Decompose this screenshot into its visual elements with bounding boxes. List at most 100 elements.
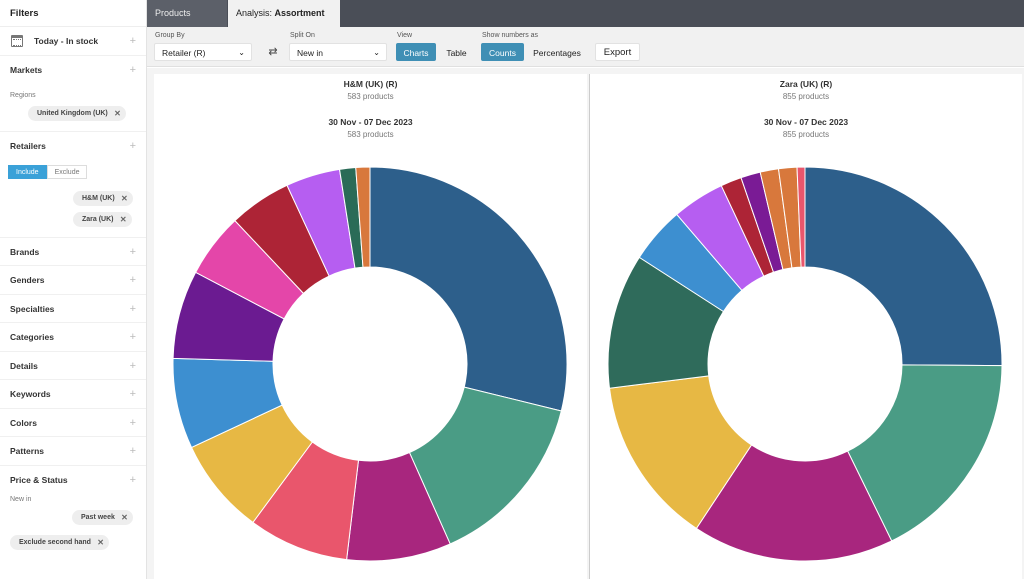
plus-icon[interactable]: + <box>129 445 136 457</box>
brands-filter[interactable]: Brands + <box>0 238 146 266</box>
today-label: Today - In stock <box>34 36 99 46</box>
tab-analysis-prefix: Analysis: <box>236 8 273 18</box>
price-status-section: Price & Status + New in Past week ✕ Excl… <box>0 466 146 561</box>
keywords-filter[interactable]: Keywords + <box>0 380 146 409</box>
patterns-filter[interactable]: Patterns + <box>0 437 146 466</box>
donut-chart <box>607 166 1003 562</box>
remove-icon[interactable]: ✕ <box>114 109 121 118</box>
new-in-chip-label: Exclude second hand <box>19 539 91 546</box>
top-tab-bar: Products (1,437) Analysis: Assortment ▼ <box>147 0 1024 45</box>
plus-icon[interactable]: + <box>129 359 136 372</box>
retailers-filter[interactable]: Retailers + <box>0 132 146 161</box>
categories-filter[interactable]: Categories + <box>0 323 146 352</box>
retailer-chip[interactable]: H&M (UK) ✕ <box>73 190 133 206</box>
filters-sidebar: Filters Today - In stock + Markets + Reg… <box>0 0 147 579</box>
plus-icon[interactable]: + <box>129 302 136 315</box>
retailer-chip-label: Zara (UK) <box>82 215 114 223</box>
chart-period-sub: 583 products <box>347 130 394 139</box>
donut-slice[interactable] <box>847 364 1003 542</box>
export-button[interactable]: Export <box>595 43 640 61</box>
split-on-label: Split On <box>290 32 315 39</box>
plus-icon[interactable]: + <box>129 140 136 152</box>
markets-filter[interactable]: Markets + <box>0 56 146 85</box>
patterns-label: Patterns <box>10 446 45 456</box>
keywords-label: Keywords <box>10 389 51 399</box>
filters-title: Filters <box>0 0 146 27</box>
remove-icon[interactable]: ✕ <box>97 538 104 547</box>
retailer-chip[interactable]: Zara (UK) ✕ <box>73 211 132 227</box>
details-label: Details <box>10 360 38 371</box>
include-button[interactable]: Include <box>8 164 47 179</box>
percentages-label: Percentages <box>533 48 581 58</box>
tab-products[interactable]: Products (1,437) <box>147 0 227 45</box>
plus-icon[interactable]: + <box>129 274 136 286</box>
donut-chart <box>172 166 568 562</box>
tab-analysis-value: Assortment <box>274 8 325 18</box>
donut-slice[interactable] <box>369 166 568 412</box>
chart-period: 30 Nov - 07 Dec 2023 <box>763 117 849 127</box>
numbers-label: Show numbers as <box>482 32 539 39</box>
price-status-filter[interactable]: Price & Status + <box>0 466 146 495</box>
markets-section: Markets + Regions United Kingdom (UK) ✕ <box>0 56 146 132</box>
plus-icon[interactable]: + <box>129 416 136 429</box>
percentages-button[interactable]: Percentages <box>526 43 588 61</box>
view-table-label: Table <box>446 48 467 58</box>
chart-panel-zara: Zara (UK) (R) 855 products 30 Nov - 07 D… <box>589 74 1022 579</box>
group-by-select[interactable]: Retailer (R) ⌄ <box>154 43 252 61</box>
genders-label: Genders <box>10 275 45 285</box>
chart-period-sub: 855 products <box>782 130 830 139</box>
colors-filter[interactable]: Colors + <box>0 409 146 437</box>
chart-subtitle: 583 products <box>347 92 394 101</box>
region-chip-label: United Kingdom (UK) <box>37 110 108 117</box>
donut-slice[interactable] <box>408 386 562 545</box>
chart-panel-hm: H&M (UK) (R) 583 products 30 Nov - 07 De… <box>154 74 587 579</box>
specialties-label: Specialties <box>10 303 55 314</box>
view-charts-label: Charts <box>403 48 429 58</box>
exclude-button[interactable]: Exclude <box>46 164 88 179</box>
plus-icon[interactable]: + <box>129 388 136 400</box>
donut-slice[interactable] <box>796 166 806 268</box>
swap-icon[interactable]: ⇄ <box>268 46 278 58</box>
group-by-label: Group By <box>155 32 185 39</box>
new-in-label: New in <box>10 496 32 503</box>
chart-title: H&M (UK) (R) <box>343 79 398 89</box>
new-in-chip[interactable]: Past week ✕ <box>72 510 133 525</box>
price-status-label: Price & Status <box>10 474 68 485</box>
remove-icon[interactable]: ✕ <box>119 214 127 224</box>
regions-label: Regions <box>10 92 36 99</box>
plus-icon[interactable]: + <box>129 331 136 343</box>
remove-icon[interactable]: ✕ <box>120 193 128 203</box>
today-filter[interactable]: Today - In stock + <box>0 27 146 56</box>
specialties-filter[interactable]: Specialties + <box>0 295 146 323</box>
export-label: Export <box>603 47 632 58</box>
split-on-value: New in <box>297 48 323 58</box>
tab-analysis[interactable]: Analysis: Assortment ▼ <box>228 0 340 45</box>
analysis-toolbar: Group By Retailer (R) ⌄ ⇄ Split On New i… <box>147 27 1024 67</box>
plus-icon[interactable]: + <box>129 63 136 76</box>
split-on-select[interactable]: New in ⌄ <box>289 43 387 61</box>
chart-title: Zara (UK) (R) <box>779 79 833 89</box>
brands-label: Brands <box>10 246 40 257</box>
remove-icon[interactable]: ✕ <box>121 513 128 522</box>
view-label: View <box>397 32 413 39</box>
donut-slice[interactable] <box>695 444 893 562</box>
colors-label: Colors <box>10 417 37 428</box>
counts-button[interactable]: Counts <box>481 43 524 61</box>
chart-subtitle: 855 products <box>782 92 830 101</box>
view-table-button[interactable]: Table <box>438 43 475 61</box>
genders-filter[interactable]: Genders + <box>0 266 146 295</box>
details-filter[interactable]: Details + <box>0 352 146 380</box>
new-in-chip[interactable]: Exclude second hand ✕ <box>10 535 109 550</box>
plus-icon[interactable]: + <box>129 35 136 47</box>
donut-slice[interactable] <box>355 166 371 268</box>
plus-icon[interactable]: + <box>129 245 136 258</box>
retailers-label: Retailers <box>10 141 46 151</box>
group-by-value: Retailer (R) <box>162 48 206 58</box>
region-chip[interactable]: United Kingdom (UK) ✕ <box>28 106 126 121</box>
chart-area: H&M (UK) (R) 583 products 30 Nov - 07 De… <box>147 68 1024 579</box>
view-charts-button[interactable]: Charts <box>396 43 436 61</box>
plus-icon[interactable]: + <box>129 473 136 486</box>
donut-slice[interactable] <box>804 166 1003 367</box>
counts-label: Counts <box>489 48 516 58</box>
chevron-down-icon: ⌄ <box>373 48 380 57</box>
